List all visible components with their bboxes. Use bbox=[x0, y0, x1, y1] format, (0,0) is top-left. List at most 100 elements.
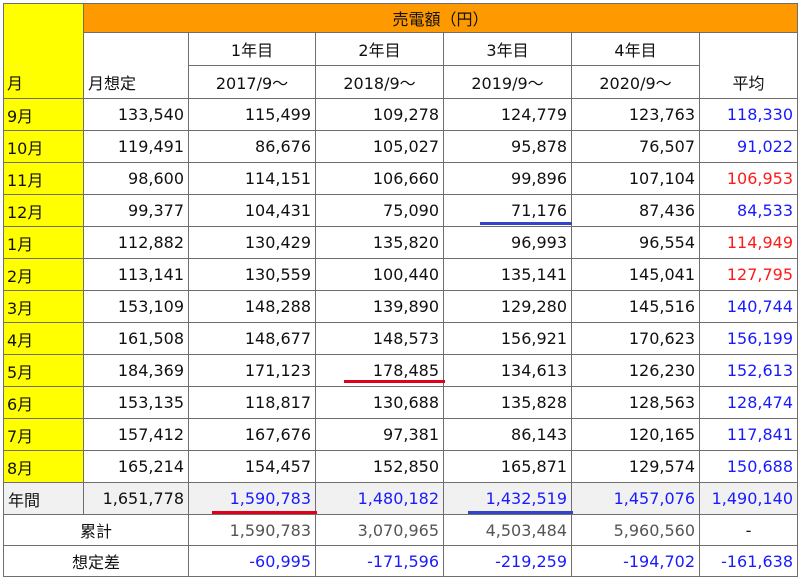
average-cell: 106,953 bbox=[699, 162, 798, 195]
month-cell: 4月 bbox=[3, 322, 84, 355]
expected-cell: 153,135 bbox=[83, 386, 189, 419]
year4-cell: 170,623 bbox=[571, 322, 700, 355]
year4-cell: 87,436 bbox=[571, 194, 700, 227]
expected-cell: 119,491 bbox=[83, 130, 189, 163]
month-cell: 9月 bbox=[3, 98, 84, 131]
year1-cell: 114,151 bbox=[188, 162, 316, 195]
year4-period: 2020/9～ bbox=[571, 65, 700, 99]
year1-cell: 167,676 bbox=[188, 418, 316, 451]
year3-cell: 96,993 bbox=[443, 226, 572, 259]
annual-year1: 1,590,783 bbox=[188, 482, 316, 515]
year2-cell: 152,850 bbox=[315, 450, 444, 483]
average-cell: 118,330 bbox=[699, 98, 798, 131]
year3-cell: 71,176 bbox=[443, 194, 572, 227]
table-row: 12月 99,377 104,431 75,090 71,176 87,436 84,533 bbox=[3, 194, 798, 227]
expected-cell: 184,369 bbox=[83, 354, 189, 387]
year1-cell: 115,499 bbox=[188, 98, 316, 131]
year4-cell: 128,563 bbox=[571, 386, 700, 419]
average-cell: 150,688 bbox=[699, 450, 798, 483]
difference-year2: -171,596 bbox=[315, 545, 444, 577]
cumulative-year2: 3,070,965 bbox=[315, 514, 444, 546]
average-header: 平均 bbox=[699, 32, 798, 99]
average-cell: 91,022 bbox=[699, 130, 798, 163]
annual-year2: 1,480,182 bbox=[315, 482, 444, 515]
month-header: 月 bbox=[3, 3, 84, 99]
year2-cell: 135,820 bbox=[315, 226, 444, 259]
year1-cell: 148,677 bbox=[188, 322, 316, 355]
year2-cell: 148,573 bbox=[315, 322, 444, 355]
table-row: 6月 153,135 118,817 130,688 135,828 128,563 128… bbox=[3, 386, 798, 419]
difference-year3: -219,259 bbox=[443, 545, 572, 577]
year3-cell: 156,921 bbox=[443, 322, 572, 355]
annual-expected: 1,651,778 bbox=[83, 482, 189, 515]
year2-cell: 100,440 bbox=[315, 258, 444, 291]
average-cell: 152,613 bbox=[699, 354, 798, 387]
year3-period: 2019/9～ bbox=[443, 65, 572, 99]
month-cell: 7月 bbox=[3, 418, 84, 451]
year3-cell: 165,871 bbox=[443, 450, 572, 483]
year3-cell: 99,896 bbox=[443, 162, 572, 195]
expected-cell: 161,508 bbox=[83, 322, 189, 355]
cumulative-year3: 4,503,484 bbox=[443, 514, 572, 546]
month-cell: 12月 bbox=[3, 194, 84, 227]
year2-cell: 105,027 bbox=[315, 130, 444, 163]
month-cell: 1月 bbox=[3, 226, 84, 259]
year1-cell: 104,431 bbox=[188, 194, 316, 227]
difference-year4: -194,702 bbox=[571, 545, 700, 577]
month-cell: 2月 bbox=[3, 258, 84, 291]
difference-row: 想定差 -60,995 -171,596 -219,259 -194,702 -161,6… bbox=[3, 545, 798, 577]
year2-label: 2年目 bbox=[315, 32, 444, 66]
year4-cell: 129,574 bbox=[571, 450, 700, 483]
table-row: 8月 165,214 154,457 152,850 165,871 129,574 150… bbox=[3, 450, 798, 483]
year2-cell: 139,890 bbox=[315, 290, 444, 323]
year3-cell: 135,828 bbox=[443, 386, 572, 419]
year4-cell: 145,516 bbox=[571, 290, 700, 323]
difference-label: 想定差 bbox=[3, 545, 189, 577]
cumulative-year4: 5,960,560 bbox=[571, 514, 700, 546]
month-cell: 8月 bbox=[3, 450, 84, 483]
table-row: 10月 119,491 86,676 105,027 95,878 76,507 91,02… bbox=[3, 130, 798, 163]
average-cell: 127,795 bbox=[699, 258, 798, 291]
year4-cell: 123,763 bbox=[571, 98, 700, 131]
difference-average: -161,638 bbox=[699, 545, 798, 577]
year2-cell: 106,660 bbox=[315, 162, 444, 195]
expected-cell: 113,141 bbox=[83, 258, 189, 291]
year3-cell: 129,280 bbox=[443, 290, 572, 323]
annual-average: 1,490,140 bbox=[699, 482, 798, 515]
year2-cell: 97,381 bbox=[315, 418, 444, 451]
year1-cell: 130,429 bbox=[188, 226, 316, 259]
month-cell: 11月 bbox=[3, 162, 84, 195]
year4-cell: 145,041 bbox=[571, 258, 700, 291]
power-sales-table: 月 売電額（円） 月想定 1年目 2年目 3年目 4年目 平均 2017/9～ … bbox=[3, 3, 798, 577]
underline-blue-annual-y3 bbox=[468, 511, 573, 514]
underline-red-may-y2 bbox=[344, 380, 445, 383]
table-row: 5月 184,369 171,123 178,485 134,613 126,230 152… bbox=[3, 354, 798, 387]
year2-cell: 130,688 bbox=[315, 386, 444, 419]
year2-period: 2018/9～ bbox=[315, 65, 444, 99]
annual-label: 年間 bbox=[3, 482, 84, 515]
table-row: 7月 157,412 167,676 97,381 86,143 120,165 117,8… bbox=[3, 418, 798, 451]
year1-cell: 171,123 bbox=[188, 354, 316, 387]
underline-red-annual-y1 bbox=[212, 511, 317, 514]
expected-cell: 112,882 bbox=[83, 226, 189, 259]
month-cell: 3月 bbox=[3, 290, 84, 323]
cumulative-row: 累計 1,590,783 3,070,965 4,503,484 5,960,560- bbox=[3, 514, 798, 546]
month-cell: 5月 bbox=[3, 354, 84, 387]
year4-cell: 76,507 bbox=[571, 130, 700, 163]
year1-cell: 130,559 bbox=[188, 258, 316, 291]
cumulative-label: 累計 bbox=[3, 514, 189, 546]
difference-year1: -60,995 bbox=[188, 545, 316, 577]
year4-cell: 107,104 bbox=[571, 162, 700, 195]
underline-blue-dec-y3 bbox=[480, 222, 572, 225]
cumulative-year1: 1,590,783 bbox=[188, 514, 316, 546]
expected-cell: 157,412 bbox=[83, 418, 189, 451]
expected-cell: 165,214 bbox=[83, 450, 189, 483]
expected-cell: 99,377 bbox=[83, 194, 189, 227]
year3-cell: 134,613 bbox=[443, 354, 572, 387]
year2-cell: 75,090 bbox=[315, 194, 444, 227]
year2-cell: 109,278 bbox=[315, 98, 444, 131]
average-cell: 156,199 bbox=[699, 322, 798, 355]
annual-row: 年間 1,651,778 1,590,783 1,480,182 1,432,519 1,… bbox=[3, 482, 798, 515]
month-cell: 10月 bbox=[3, 130, 84, 163]
